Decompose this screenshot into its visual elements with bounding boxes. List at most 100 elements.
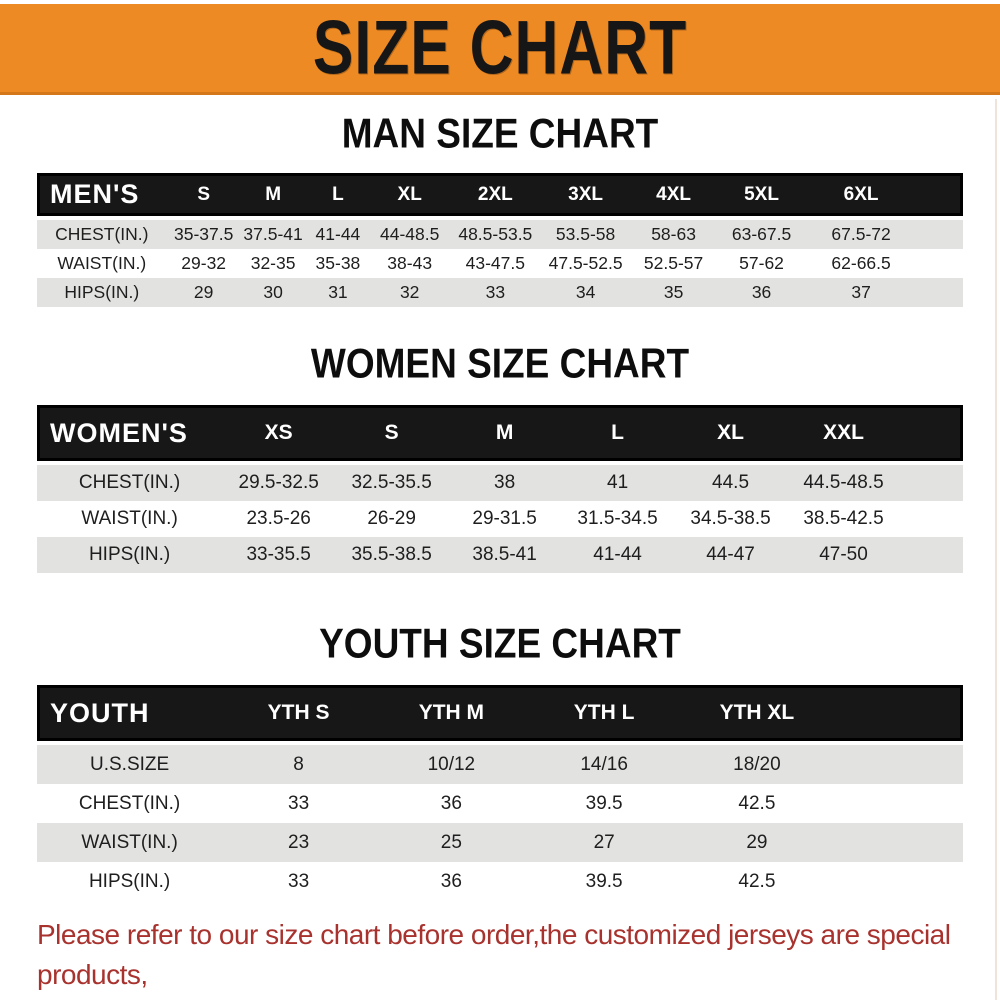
size-cell: 33: [222, 862, 375, 901]
mens-col-m: M: [240, 173, 306, 216]
size-cell: 41-44: [305, 216, 371, 249]
womens-col-xl: XL: [674, 405, 788, 461]
size-cell: 23: [222, 823, 375, 862]
size-cell: 33-35.5: [222, 537, 336, 573]
row-label: CHEST(IN.): [37, 784, 223, 823]
size-cell: 32: [370, 278, 450, 307]
size-chart-banner: SIZE CHART: [0, 4, 1000, 95]
mens-col-s: S: [166, 173, 241, 216]
size-cell: 62-66.5: [805, 249, 917, 278]
youth-chest-row: CHEST(IN.) 33 36 39.5 42.5: [37, 784, 963, 823]
youth-ussize-row: U.S.SIZE 8 10/12 14/16 18/20: [37, 741, 963, 784]
mens-waist-row: WAIST(IN.) 29-32 32-35 35-38 38-43 43-47…: [37, 249, 963, 278]
size-cell: 48.5-53.5: [449, 216, 542, 249]
womens-col-xs: XS: [222, 405, 336, 461]
mens-header-label: MEN'S: [37, 173, 167, 216]
womens-col-xxl: XXL: [787, 405, 900, 461]
size-cell: 18/20: [680, 741, 834, 784]
womens-col-s: S: [335, 405, 449, 461]
spacer-cell: [900, 501, 963, 537]
row-label: HIPS(IN.): [37, 278, 167, 307]
size-cell: 36: [717, 278, 806, 307]
mens-col-3xl: 3XL: [541, 173, 630, 216]
disclaimer-note: Please refer to our size chart before or…: [37, 915, 1000, 1000]
size-cell: 38.5-41: [448, 537, 562, 573]
youth-hips-row: HIPS(IN.) 33 36 39.5 42.5: [37, 862, 963, 901]
size-cell: 35-38: [305, 249, 371, 278]
size-cell: 23.5-26: [222, 501, 336, 537]
size-cell: 35.5-38.5: [335, 537, 449, 573]
womens-col-l: L: [561, 405, 675, 461]
size-cell: 32.5-35.5: [335, 461, 449, 501]
womens-size-table: WOMEN'S XS S M L XL XXL CHEST(IN.) 29.5-…: [37, 405, 963, 573]
womens-col-m: M: [448, 405, 562, 461]
spacer-cell: [833, 784, 963, 823]
size-cell: 30: [240, 278, 306, 307]
mens-hips-row: HIPS(IN.) 29 30 31 32 33 34 35 36 37: [37, 278, 963, 307]
size-cell: 39.5: [527, 784, 681, 823]
mens-col-spacer: [916, 173, 963, 216]
size-cell: 41: [561, 461, 675, 501]
mens-col-4xl: 4XL: [629, 173, 718, 216]
mens-size-table: MEN'S S M L XL 2XL 3XL 4XL 5XL 6XL CHEST…: [37, 173, 963, 307]
row-label: WAIST(IN.): [37, 249, 167, 278]
youth-col-spacer: [833, 685, 963, 741]
mens-col-5xl: 5XL: [717, 173, 806, 216]
size-cell: 44-48.5: [370, 216, 450, 249]
womens-chest-row: CHEST(IN.) 29.5-32.5 32.5-35.5 38 41 44.…: [37, 461, 963, 501]
size-cell: 67.5-72: [805, 216, 917, 249]
size-cell: 53.5-58: [541, 216, 630, 249]
size-cell: 27: [527, 823, 681, 862]
size-cell: 10/12: [374, 741, 528, 784]
size-cell: 36: [374, 784, 528, 823]
size-cell: 42.5: [680, 862, 834, 901]
spacer-cell: [916, 216, 963, 249]
size-cell: 44.5: [674, 461, 788, 501]
size-cell: 34.5-38.5: [674, 501, 788, 537]
spacer-cell: [833, 823, 963, 862]
youth-col-l: YTH L: [527, 685, 681, 741]
spacer-cell: [916, 278, 963, 307]
row-label: WAIST(IN.): [37, 823, 223, 862]
spacer-cell: [900, 461, 963, 501]
size-cell: 39.5: [527, 862, 681, 901]
youth-waist-row: WAIST(IN.) 23 25 27 29: [37, 823, 963, 862]
row-label: HIPS(IN.): [37, 862, 223, 901]
mens-col-xl: XL: [370, 173, 450, 216]
size-cell: 32-35: [240, 249, 306, 278]
size-cell: 29: [166, 278, 241, 307]
size-cell: 35: [629, 278, 718, 307]
size-chart-page: SIZE CHART MAN SIZE CHART MEN'S S M L XL…: [0, 4, 1000, 1000]
size-cell: 33: [222, 784, 375, 823]
size-cell: 44.5-48.5: [787, 461, 900, 501]
size-cell: 26-29: [335, 501, 449, 537]
size-cell: 29-32: [166, 249, 241, 278]
size-cell: 58-63: [629, 216, 718, 249]
size-cell: 31.5-34.5: [561, 501, 675, 537]
size-cell: 37.5-41: [240, 216, 306, 249]
size-cell: 35-37.5: [166, 216, 241, 249]
banner-title: SIZE CHART: [312, 5, 688, 91]
womens-header-row: WOMEN'S XS S M L XL XXL: [37, 405, 963, 461]
row-label: CHEST(IN.): [37, 216, 167, 249]
womens-waist-row: WAIST(IN.) 23.5-26 26-29 29-31.5 31.5-34…: [37, 501, 963, 537]
size-cell: 43-47.5: [449, 249, 542, 278]
mens-col-l: L: [305, 173, 371, 216]
youth-col-m: YTH M: [374, 685, 528, 741]
spacer-cell: [916, 249, 963, 278]
size-cell: 38.5-42.5: [787, 501, 900, 537]
size-cell: 29: [680, 823, 834, 862]
size-cell: 63-67.5: [717, 216, 806, 249]
row-label: WAIST(IN.): [37, 501, 223, 537]
size-cell: 47-50: [787, 537, 900, 573]
size-cell: 47.5-52.5: [541, 249, 630, 278]
row-label: CHEST(IN.): [37, 461, 223, 501]
size-cell: 38: [448, 461, 562, 501]
youth-size-table: YOUTH YTH S YTH M YTH L YTH XL U.S.SIZE …: [37, 685, 963, 901]
mens-header-row: MEN'S S M L XL 2XL 3XL 4XL 5XL 6XL: [37, 173, 963, 216]
size-cell: 42.5: [680, 784, 834, 823]
size-cell: 37: [805, 278, 917, 307]
row-label: HIPS(IN.): [37, 537, 223, 573]
mens-col-6xl: 6XL: [805, 173, 917, 216]
womens-hips-row: HIPS(IN.) 33-35.5 35.5-38.5 38.5-41 41-4…: [37, 537, 963, 573]
